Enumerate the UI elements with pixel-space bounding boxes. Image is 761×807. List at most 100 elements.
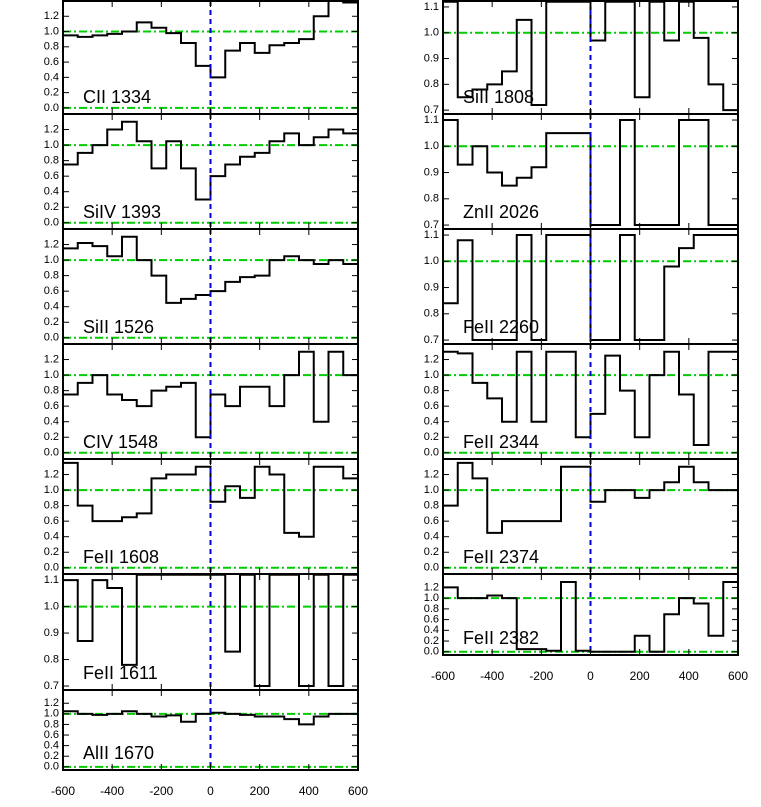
y-tick-label: 0.6: [44, 170, 59, 182]
y-tick-label: 0.6: [424, 400, 439, 412]
y-tick-label: 0.4: [424, 531, 439, 543]
y-tick-label: 0.2: [424, 546, 439, 558]
y-tick-label: 1.2: [424, 353, 439, 365]
line-label: CII 1334: [83, 87, 151, 107]
y-tick-label: 0.7: [424, 334, 439, 346]
y-tick-label: 0.8: [424, 500, 439, 512]
y-tick-label: 0.9: [424, 281, 439, 293]
x-tick-label: -400: [480, 669, 504, 683]
y-tick-label: 0.8: [44, 718, 59, 730]
y-tick-label: 0.9: [424, 166, 439, 178]
x-tick-label: 0: [587, 669, 594, 683]
x-tick-label: -600: [51, 784, 75, 798]
y-tick-label: 1.0: [424, 140, 439, 152]
y-tick-label: 0.6: [44, 729, 59, 741]
x-tick-label: 400: [679, 669, 699, 683]
y-tick-label: 1.2: [44, 123, 59, 135]
y-tick-label: 0.6: [424, 515, 439, 527]
x-tick-label: 600: [348, 784, 368, 798]
y-tick-label: 0.8: [424, 193, 439, 205]
spectrum-line: [63, 710, 358, 726]
line-label: FeII 2382: [463, 628, 539, 648]
y-tick-label: 0.4: [424, 416, 439, 428]
spectrum-line: [63, 0, 358, 79]
y-tick-label: 0.8: [424, 603, 439, 615]
y-tick-label: 0.6: [44, 515, 59, 527]
y-tick-label: 1.1: [424, 114, 439, 126]
y-tick-label: 0.0: [424, 447, 439, 459]
y-tick-label: 0.9: [424, 52, 439, 64]
y-tick-label: 0.0: [44, 102, 59, 114]
y-tick-label: 1.1: [44, 574, 59, 586]
y-tick-label: 0.0: [44, 562, 59, 574]
y-tick-label: 0.8: [44, 155, 59, 167]
y-tick-label: 1.2: [44, 10, 59, 22]
x-tick-label: -200: [149, 784, 173, 798]
y-tick-label: 0.2: [44, 87, 59, 99]
y-tick-label: 0.2: [424, 635, 439, 647]
y-tick-label: 0.4: [44, 531, 59, 543]
y-tick-label: 0.0: [44, 761, 59, 773]
y-tick-label: 1.0: [44, 600, 59, 612]
y-tick-label: 0.2: [44, 750, 59, 762]
y-tick-label: 0.7: [424, 104, 439, 116]
y-tick-label: 1.0: [44, 25, 59, 37]
y-tick-label: 0.4: [44, 416, 59, 428]
x-tick-label: 400: [299, 784, 319, 798]
y-tick-label: 0.4: [44, 71, 59, 83]
y-tick-label: 1.0: [424, 484, 439, 496]
y-tick-label: 0.8: [44, 500, 59, 512]
y-tick-label: 0.2: [44, 431, 59, 443]
y-tick-label: 0.8: [424, 308, 439, 320]
y-tick-label: 0.4: [44, 301, 59, 313]
line-label: SiIV 1393: [83, 202, 161, 222]
y-tick-label: 1.2: [424, 581, 439, 593]
line-label: SiII 1808: [463, 87, 534, 107]
y-tick-label: 1.0: [424, 27, 439, 39]
y-tick-label: 0.2: [44, 316, 59, 328]
y-tick-label: 0.4: [44, 740, 59, 752]
y-tick-label: 0.8: [424, 385, 439, 397]
y-tick-label: 0.2: [44, 201, 59, 213]
x-tick-label: 200: [630, 669, 650, 683]
x-tick-label: -400: [100, 784, 124, 798]
y-tick-label: 0.6: [424, 614, 439, 626]
y-tick-label: 0.0: [44, 332, 59, 344]
y-tick-label: 0.0: [424, 646, 439, 658]
y-tick-label: 0.2: [44, 546, 59, 558]
x-tick-label: 200: [250, 784, 270, 798]
y-tick-label: 0.0: [44, 447, 59, 459]
y-tick-label: 0.8: [44, 270, 59, 282]
y-tick-label: 0.6: [44, 400, 59, 412]
y-tick-label: 1.2: [44, 468, 59, 480]
y-tick-label: 0.8: [424, 78, 439, 90]
x-tick-label: -600: [431, 669, 455, 683]
line-label: FeII 2374: [463, 547, 539, 567]
spectrum-line: [63, 461, 358, 538]
y-tick-label: 1.2: [44, 353, 59, 365]
line-label: FeII 2260: [463, 317, 539, 337]
line-label: SiII 1526: [83, 317, 154, 337]
spectrum-line: [443, 119, 738, 227]
line-label: CIV 1548: [83, 432, 158, 452]
y-tick-label: 1.0: [424, 369, 439, 381]
y-tick-label: 0.0: [44, 217, 59, 229]
y-tick-label: 1.2: [44, 238, 59, 250]
y-tick-label: 0.7: [44, 680, 59, 692]
y-tick-label: 1.2: [44, 697, 59, 709]
line-label: FeII 1611: [83, 663, 158, 683]
y-tick-label: 1.0: [424, 592, 439, 604]
x-tick-label: 0: [207, 784, 214, 798]
y-tick-label: 1.1: [424, 1, 439, 13]
y-tick-label: 0.6: [44, 285, 59, 297]
y-tick-label: 1.1: [424, 229, 439, 241]
spectrum-line: [63, 573, 358, 688]
y-tick-label: 1.0: [44, 254, 59, 266]
y-tick-label: 0.4: [44, 186, 59, 198]
y-tick-label: 1.0: [44, 484, 59, 496]
y-tick-label: 0.7: [424, 219, 439, 231]
y-tick-label: 0.8: [44, 653, 59, 665]
y-tick-label: 0.9: [44, 627, 59, 639]
y-tick-label: 0.4: [424, 624, 439, 636]
line-label: FeII 1608: [83, 547, 159, 567]
